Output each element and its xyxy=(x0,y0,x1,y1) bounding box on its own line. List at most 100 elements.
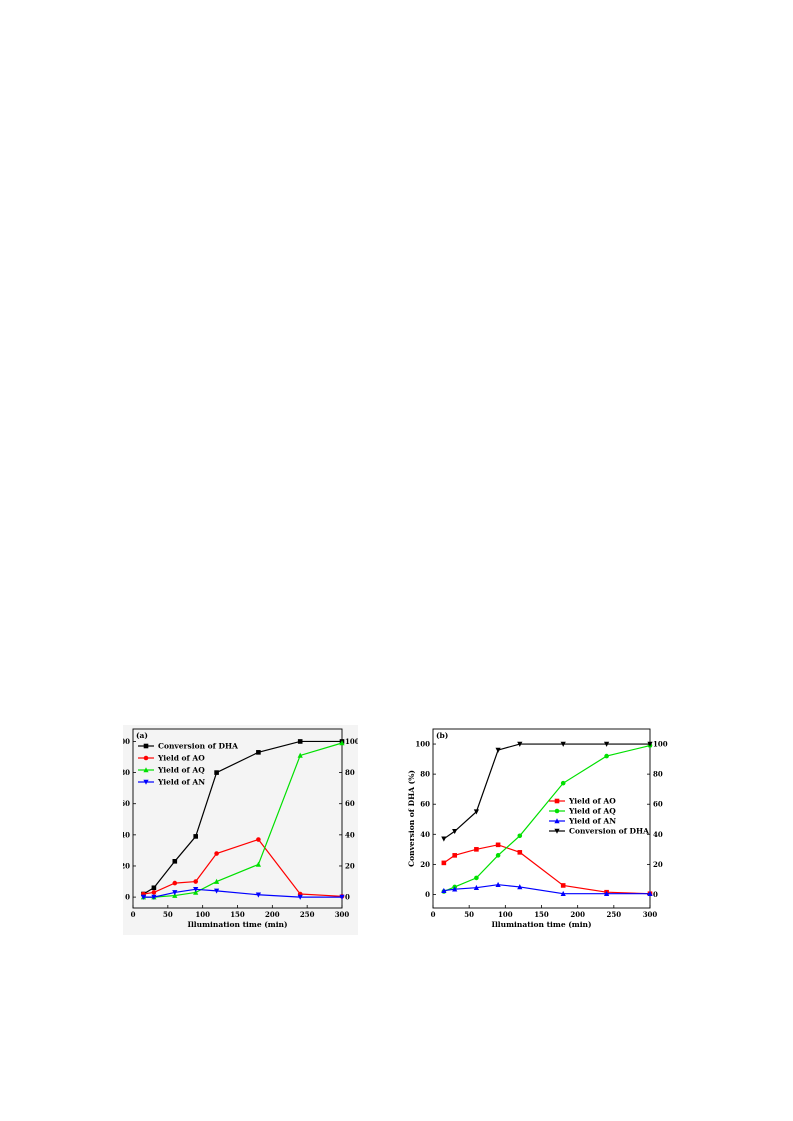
series-line xyxy=(443,884,650,895)
chart-panel-a: 0 50 100 150 200 250 300 0 20 40 60 80 100 0 20 40 60 80 1… xyxy=(101,725,375,935)
y-tick-label: 20 xyxy=(123,861,130,870)
data-point xyxy=(441,836,447,842)
data-point xyxy=(256,837,261,842)
data-point xyxy=(604,741,610,747)
y2-tick-label: 80 xyxy=(653,770,663,779)
x-tick-label: 300 xyxy=(335,910,350,919)
data-point xyxy=(495,881,501,887)
y-tick-label: 0 xyxy=(125,893,130,902)
data-point xyxy=(151,885,157,891)
legend-marker xyxy=(554,798,560,804)
y2-tick-label: 20 xyxy=(653,860,663,869)
data-point xyxy=(474,875,479,881)
y-tick-label: 80 xyxy=(420,770,430,779)
data-point xyxy=(473,809,479,815)
legend-entry: Yield of AN xyxy=(568,817,616,826)
series-line xyxy=(143,888,342,898)
data-point xyxy=(193,834,198,839)
data-point xyxy=(474,847,479,852)
data-point xyxy=(495,853,501,858)
y-tick-label: 20 xyxy=(420,860,430,869)
y2-tick-label: 100 xyxy=(345,737,358,746)
data-point xyxy=(140,894,147,900)
data-point xyxy=(214,770,219,775)
data-point xyxy=(517,850,523,855)
x-tick-label: 150 xyxy=(230,910,245,919)
x-tick-label: 250 xyxy=(300,910,315,919)
x-tick-label: 50 xyxy=(163,910,173,919)
y2-tick-label: 0 xyxy=(653,890,658,899)
x-axis-label: Illumination time (min) xyxy=(187,920,287,929)
data-point xyxy=(214,888,220,894)
legend-entry: Yield of AN xyxy=(157,778,205,787)
legend-marker xyxy=(143,767,149,773)
legend-entry: Yield of AQ xyxy=(568,807,616,816)
x-tick-label: 200 xyxy=(570,910,585,919)
legend-marker xyxy=(143,755,149,761)
y-tick-label: 40 xyxy=(420,830,430,839)
legend-marker xyxy=(143,779,149,785)
data-point xyxy=(172,890,178,896)
data-point xyxy=(297,752,303,758)
y-tick-label: 60 xyxy=(123,799,130,808)
y2-tick-label: 40 xyxy=(345,830,355,839)
legend-entry: Yield of AO xyxy=(568,797,616,806)
y-tick-label: 100 xyxy=(415,740,430,749)
data-point xyxy=(517,833,523,839)
data-point xyxy=(172,892,178,898)
data-point xyxy=(214,851,219,856)
data-point xyxy=(452,828,458,835)
panel-label: (b) xyxy=(436,731,448,740)
legend-marker xyxy=(143,743,149,749)
legend-entry: Conversion of DHA xyxy=(569,827,649,836)
y2-tick-label: 0 xyxy=(345,893,350,902)
y-tick-label: 80 xyxy=(123,768,130,777)
y2-tick-label: 60 xyxy=(653,800,663,809)
data-point xyxy=(441,860,447,866)
data-point xyxy=(297,894,303,900)
data-point xyxy=(560,780,566,786)
data-point xyxy=(452,853,457,858)
y2-tick-label: 80 xyxy=(345,768,355,777)
plot-frame xyxy=(432,728,651,909)
y2-tick-label: 100 xyxy=(653,740,668,749)
legend-entry: Yield of AQ xyxy=(157,766,205,775)
data-point xyxy=(560,890,566,897)
data-point xyxy=(473,884,479,890)
series-line xyxy=(443,844,651,895)
data-point xyxy=(560,883,566,888)
data-point xyxy=(517,884,523,890)
data-point xyxy=(193,889,199,895)
data-point xyxy=(495,842,501,848)
chart-b: 0 50 100 150 200 250 300 0 20 40 60 80 100 0 20 40 60 80 1… xyxy=(407,728,682,929)
data-point xyxy=(255,861,261,867)
y2-tick-label: 40 xyxy=(653,830,663,839)
y-tick-label: 60 xyxy=(420,800,430,809)
legend-marker xyxy=(554,828,560,834)
y2-tick-label: 20 xyxy=(345,861,355,870)
y2-tick-label: 60 xyxy=(345,799,355,808)
data-point xyxy=(441,887,447,894)
data-point xyxy=(151,894,157,900)
x-tick-label: 100 xyxy=(195,910,210,919)
legend-entry: Yield of AO xyxy=(157,754,205,763)
data-point xyxy=(647,741,653,747)
data-point xyxy=(604,890,610,897)
data-point xyxy=(452,886,458,892)
data-point xyxy=(172,859,178,864)
data-point xyxy=(193,887,199,893)
legend-marker xyxy=(554,808,560,814)
data-point xyxy=(151,890,157,895)
legend-marker xyxy=(554,818,560,824)
data-point xyxy=(255,892,261,898)
x-tick-label: 0 xyxy=(431,910,436,919)
data-point xyxy=(193,879,198,884)
data-point xyxy=(647,890,653,897)
x-axis-label: Illumination time (min) xyxy=(491,920,591,929)
chart-a: 0 50 100 150 200 250 300 0 20 40 60 80 100 0 20 40 60 80 1… xyxy=(101,728,375,929)
series-line xyxy=(443,743,650,840)
x-tick-label: 0 xyxy=(131,910,136,919)
data-point xyxy=(214,878,220,884)
data-point xyxy=(339,894,345,900)
y-tick-label: 0 xyxy=(425,890,430,899)
